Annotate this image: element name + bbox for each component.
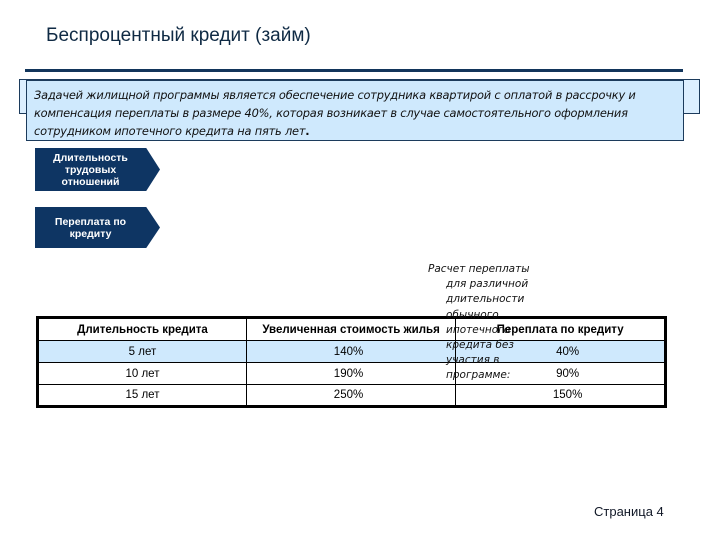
calc-note-line: длительности — [446, 293, 525, 306]
note-line-2: компенсация переплаты в размере 40%, кот… — [34, 106, 628, 120]
arrow-label: Длительность трудовых отношений — [53, 151, 128, 188]
arrow-employment-duration: Длительность трудовых отношений — [35, 148, 160, 191]
slide-title: Беспроцентный кредит (займ) — [46, 25, 311, 46]
calc-note-line: для различной — [446, 278, 529, 291]
cell-cost: 140% — [246, 340, 457, 363]
cell-cost: 250% — [246, 384, 457, 407]
arrow-credit-overpayment: Переплата по кредиту — [35, 207, 160, 248]
note-line-3: сотрудником ипотечного кредита на пять л… — [34, 124, 310, 138]
calc-note-line: Расчет переплаты — [428, 263, 530, 275]
cell-duration: 10 лет — [37, 362, 247, 385]
program-goal-note: Задачей жилищной программы является обес… — [26, 80, 684, 141]
table-row: 15 лет 250% 150% — [37, 384, 666, 407]
header-increased-cost: Увеличенная стоимость жилья — [246, 317, 457, 341]
table-row: 10 лет 190% 90% — [37, 362, 666, 385]
table-header-row: Длительность кредита Увеличенная стоимос… — [37, 317, 666, 341]
cell-cost: 190% — [246, 362, 457, 385]
header-overpayment: Переплата по кредиту — [455, 317, 666, 341]
arrow-label: Переплата по кредиту — [54, 215, 127, 240]
cell-duration: 5 лет — [37, 340, 247, 363]
cell-overpay: 90% — [455, 362, 666, 385]
cell-overpay: 150% — [455, 384, 666, 407]
page-number: Страница 4 — [594, 504, 664, 519]
cell-duration: 15 лет — [37, 384, 247, 407]
note-line-1: Задачей жилищной программы является обес… — [34, 88, 636, 102]
header-credit-duration: Длительность кредита — [37, 317, 247, 341]
overpayment-table: Длительность кредита Увеличенная стоимос… — [36, 316, 667, 408]
table-row: 5 лет 140% 40% — [37, 340, 666, 363]
cell-overpay: 40% — [455, 340, 666, 363]
title-divider — [25, 69, 683, 72]
